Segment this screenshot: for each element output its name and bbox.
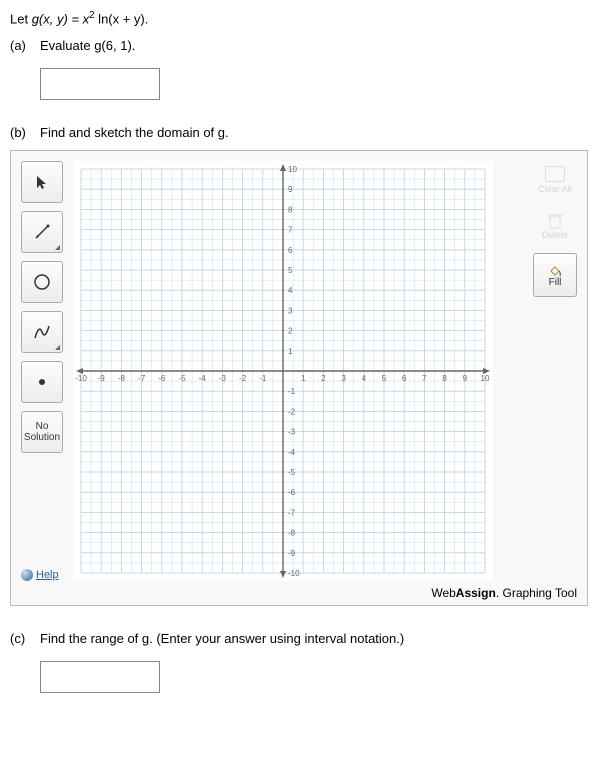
svg-text:7: 7 <box>422 374 427 383</box>
svg-text:-8: -8 <box>288 529 296 538</box>
part-c-label: (c) <box>10 631 40 646</box>
svg-text:-2: -2 <box>239 374 247 383</box>
stem-prefix: Let <box>10 11 32 26</box>
no-solution-button[interactable]: No Solution <box>21 411 63 453</box>
svg-text:-5: -5 <box>288 468 296 477</box>
stem-suffix: ln(x + y). <box>95 11 149 26</box>
svg-text:8: 8 <box>288 206 293 215</box>
delete-label: Delete <box>542 230 568 240</box>
svg-text:-3: -3 <box>288 428 296 437</box>
line-tool-button[interactable] <box>21 211 63 253</box>
graphing-tool: No Solution Help -10 -9 -8 -7 -6 -5 -4 -3 -2 -1 1 2… <box>10 150 588 606</box>
svg-text:-1: -1 <box>259 374 267 383</box>
clear-label: Clear All <box>538 184 572 194</box>
curve-tool-button[interactable] <box>21 311 63 353</box>
svg-text:-10: -10 <box>75 374 87 383</box>
part-a-text: Evaluate g(6, 1). <box>40 38 588 53</box>
svg-text:-7: -7 <box>138 374 146 383</box>
footer-brand2: Assign <box>456 586 496 600</box>
svg-text:10: 10 <box>288 165 297 174</box>
svg-text:-3: -3 <box>219 374 227 383</box>
fill-label: Fill <box>549 277 562 288</box>
svg-text:1: 1 <box>301 374 306 383</box>
svg-text:6: 6 <box>402 374 407 383</box>
svg-text:-10: -10 <box>288 569 300 578</box>
svg-text:-2: -2 <box>288 408 296 417</box>
svg-text:-9: -9 <box>288 549 296 558</box>
svg-text:3: 3 <box>341 374 346 383</box>
trash-icon <box>547 212 563 230</box>
svg-text:9: 9 <box>288 186 293 195</box>
footer-text: Graphing Tool <box>499 586 577 600</box>
svg-text:7: 7 <box>288 226 293 235</box>
question-stem: Let g(x, y) = x2 ln(x + y). <box>10 10 588 26</box>
svg-text:-4: -4 <box>288 448 296 457</box>
circle-tool-button[interactable] <box>21 261 63 303</box>
svg-text:2: 2 <box>321 374 326 383</box>
part-c: (c) Find the range of g. (Enter your ans… <box>10 631 588 693</box>
svg-text:8: 8 <box>442 374 447 383</box>
svg-text:-4: -4 <box>199 374 207 383</box>
svg-text:-6: -6 <box>158 374 166 383</box>
part-a-label: (a) <box>10 38 40 53</box>
part-b-text: Find and sketch the domain of g. <box>40 125 588 140</box>
right-toolbar: Clear All Delete Fill <box>533 161 577 581</box>
part-b: (b) Find and sketch the domain of g. <box>10 125 588 606</box>
part-b-label: (b) <box>10 125 40 140</box>
svg-text:-5: -5 <box>178 374 186 383</box>
svg-text:-6: -6 <box>288 489 296 498</box>
graph-canvas[interactable]: -10 -9 -8 -7 -6 -5 -4 -3 -2 -1 1 2 3 4 5 6 7 8 9 10 10 9 8 7 6 5 4… <box>73 161 523 581</box>
part-a: (a) Evaluate g(6, 1). <box>10 38 588 100</box>
svg-text:4: 4 <box>288 287 293 296</box>
clear-all-button[interactable]: Clear All <box>533 161 577 199</box>
svg-text:2: 2 <box>288 327 293 336</box>
svg-text:9: 9 <box>463 374 468 383</box>
svg-text:5: 5 <box>382 374 387 383</box>
stem-function: g(x, y) = x <box>32 11 89 26</box>
svg-text:4: 4 <box>362 374 367 383</box>
webassign-footer: WebAssign. Graphing Tool <box>21 586 577 600</box>
svg-text:10: 10 <box>481 374 490 383</box>
pointer-tool-button[interactable] <box>21 161 63 203</box>
help-link[interactable]: Help <box>21 569 63 581</box>
svg-text:1: 1 <box>288 347 293 356</box>
help-label: Help <box>36 569 59 581</box>
clear-icon <box>545 166 565 182</box>
part-c-input[interactable] <box>40 661 160 693</box>
svg-text:5: 5 <box>288 266 293 275</box>
delete-button[interactable]: Delete <box>533 207 577 245</box>
svg-text:-1: -1 <box>288 388 296 397</box>
svg-text:3: 3 <box>288 307 293 316</box>
part-c-text: Find the range of g. (Enter your answer … <box>40 631 588 646</box>
left-toolbar: No Solution Help <box>21 161 63 581</box>
svg-text:-9: -9 <box>98 374 106 383</box>
svg-text:-7: -7 <box>288 509 296 518</box>
fill-icon <box>547 263 563 277</box>
point-tool-button[interactable] <box>21 361 63 403</box>
fill-button[interactable]: Fill <box>533 253 577 297</box>
svg-text:-8: -8 <box>118 374 126 383</box>
footer-brand1: Web <box>431 586 455 600</box>
part-a-input[interactable] <box>40 68 160 100</box>
svg-text:6: 6 <box>288 246 293 255</box>
